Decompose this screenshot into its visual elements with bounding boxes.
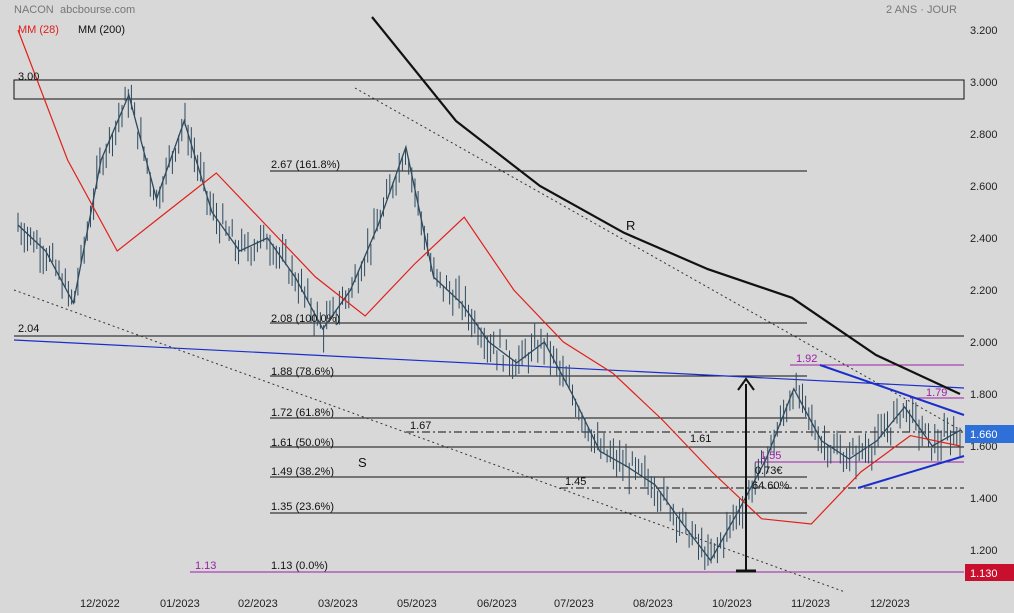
x-tick-label: 03/2023 (318, 598, 358, 610)
x-tick-label: 01/2023 (160, 598, 200, 610)
y-tick-label: 1.400 (970, 493, 998, 505)
level-label-145: 1.45 (565, 476, 586, 488)
y-tick-label: 2.800 (970, 129, 998, 141)
y-axis: 1.200 1.400 1.600 1.800 2.000 2.200 2.40… (970, 25, 998, 557)
level-label-149: 1.49 (38.2%) (271, 466, 334, 478)
resistance-channel-line (354, 87, 965, 433)
x-tick-label: 05/2023 (397, 598, 437, 610)
annotation-s: S (358, 455, 367, 470)
price-bars (17, 84, 961, 570)
chart-period: 2 ANS · JOUR (886, 4, 957, 16)
x-tick-label: 11/2023 (791, 598, 830, 610)
x-tick-label: 10/2023 (712, 598, 752, 610)
x-tick-label: 06/2023 (477, 598, 517, 610)
y-tick-label: 1.800 (970, 389, 998, 401)
ma200-line (371, 16, 961, 395)
last-price-tag (965, 425, 1014, 443)
level-label-161-fib: 1.61 (50.0%) (271, 437, 334, 449)
x-tick-label: 07/2023 (554, 598, 594, 610)
y-tick-label: 2.200 (970, 285, 998, 297)
level-label-192: 1.92 (796, 353, 817, 365)
y-tick-label: 2.000 (970, 337, 998, 349)
price-series-line (17, 93, 961, 562)
x-tick-label: 12/2023 (870, 598, 910, 610)
legend-ma200: MM (200) (78, 24, 125, 36)
level-label-161: 1.61 (690, 433, 711, 445)
resistance-zone-3 (13, 79, 965, 100)
level-label-188: 1.88 (78.6%) (271, 366, 334, 378)
level-label-135: 1.35 (23.6%) (271, 501, 334, 513)
legend-ma28: MM (28) (18, 24, 59, 36)
level-label-113-fib: 1.13 (0.0%) (271, 560, 328, 572)
triangle-lower-line (857, 455, 965, 489)
y-tick-label: 2.600 (970, 181, 998, 193)
annotation-gain-percent: 64.60% (752, 480, 790, 492)
y-tick-label: 1.600 (970, 441, 998, 453)
annotation-gain-value: 0.73€ (755, 465, 783, 477)
level-label-267: 2.67 (161.8%) (271, 159, 340, 171)
level-label-300: 3.00 (18, 71, 39, 83)
annotation-r: R (626, 218, 635, 233)
low-price-tag (965, 564, 1014, 581)
y-tick-label: 2.400 (970, 233, 998, 245)
level-label-155: 1.55 (760, 450, 781, 462)
level-label-208: 2.08 (100.0%) (271, 313, 340, 325)
chart-symbol: NACON (14, 4, 54, 16)
triangle-upper-line (819, 364, 965, 416)
last-price-label: 1.660 (970, 429, 998, 441)
y-tick-label: 1.200 (970, 545, 998, 557)
target-arrow-head (737, 377, 755, 391)
ma28-line (17, 29, 961, 525)
y-tick-label: 3.200 (970, 25, 998, 37)
x-tick-label: 08/2023 (633, 598, 673, 610)
chart-source: abcbourse.com (60, 4, 135, 16)
y-tick-label: 3.000 (970, 77, 998, 89)
level-label-113: 1.13 (195, 560, 216, 572)
x-tick-label: 12/2022 (80, 598, 120, 610)
x-tick-label: 02/2023 (238, 598, 278, 610)
low-price-label: 1.130 (970, 568, 998, 580)
x-axis: 12/2022 01/2023 02/2023 03/2023 05/2023 … (80, 598, 910, 610)
support-channel-line (13, 289, 846, 593)
level-label-172: 1.72 (61.8%) (271, 407, 334, 419)
level-label-167: 1.67 (410, 420, 431, 432)
level-label-204: 2.04 (18, 323, 39, 335)
long-trendline (13, 339, 965, 389)
level-label-179: 1.79 (926, 387, 947, 399)
